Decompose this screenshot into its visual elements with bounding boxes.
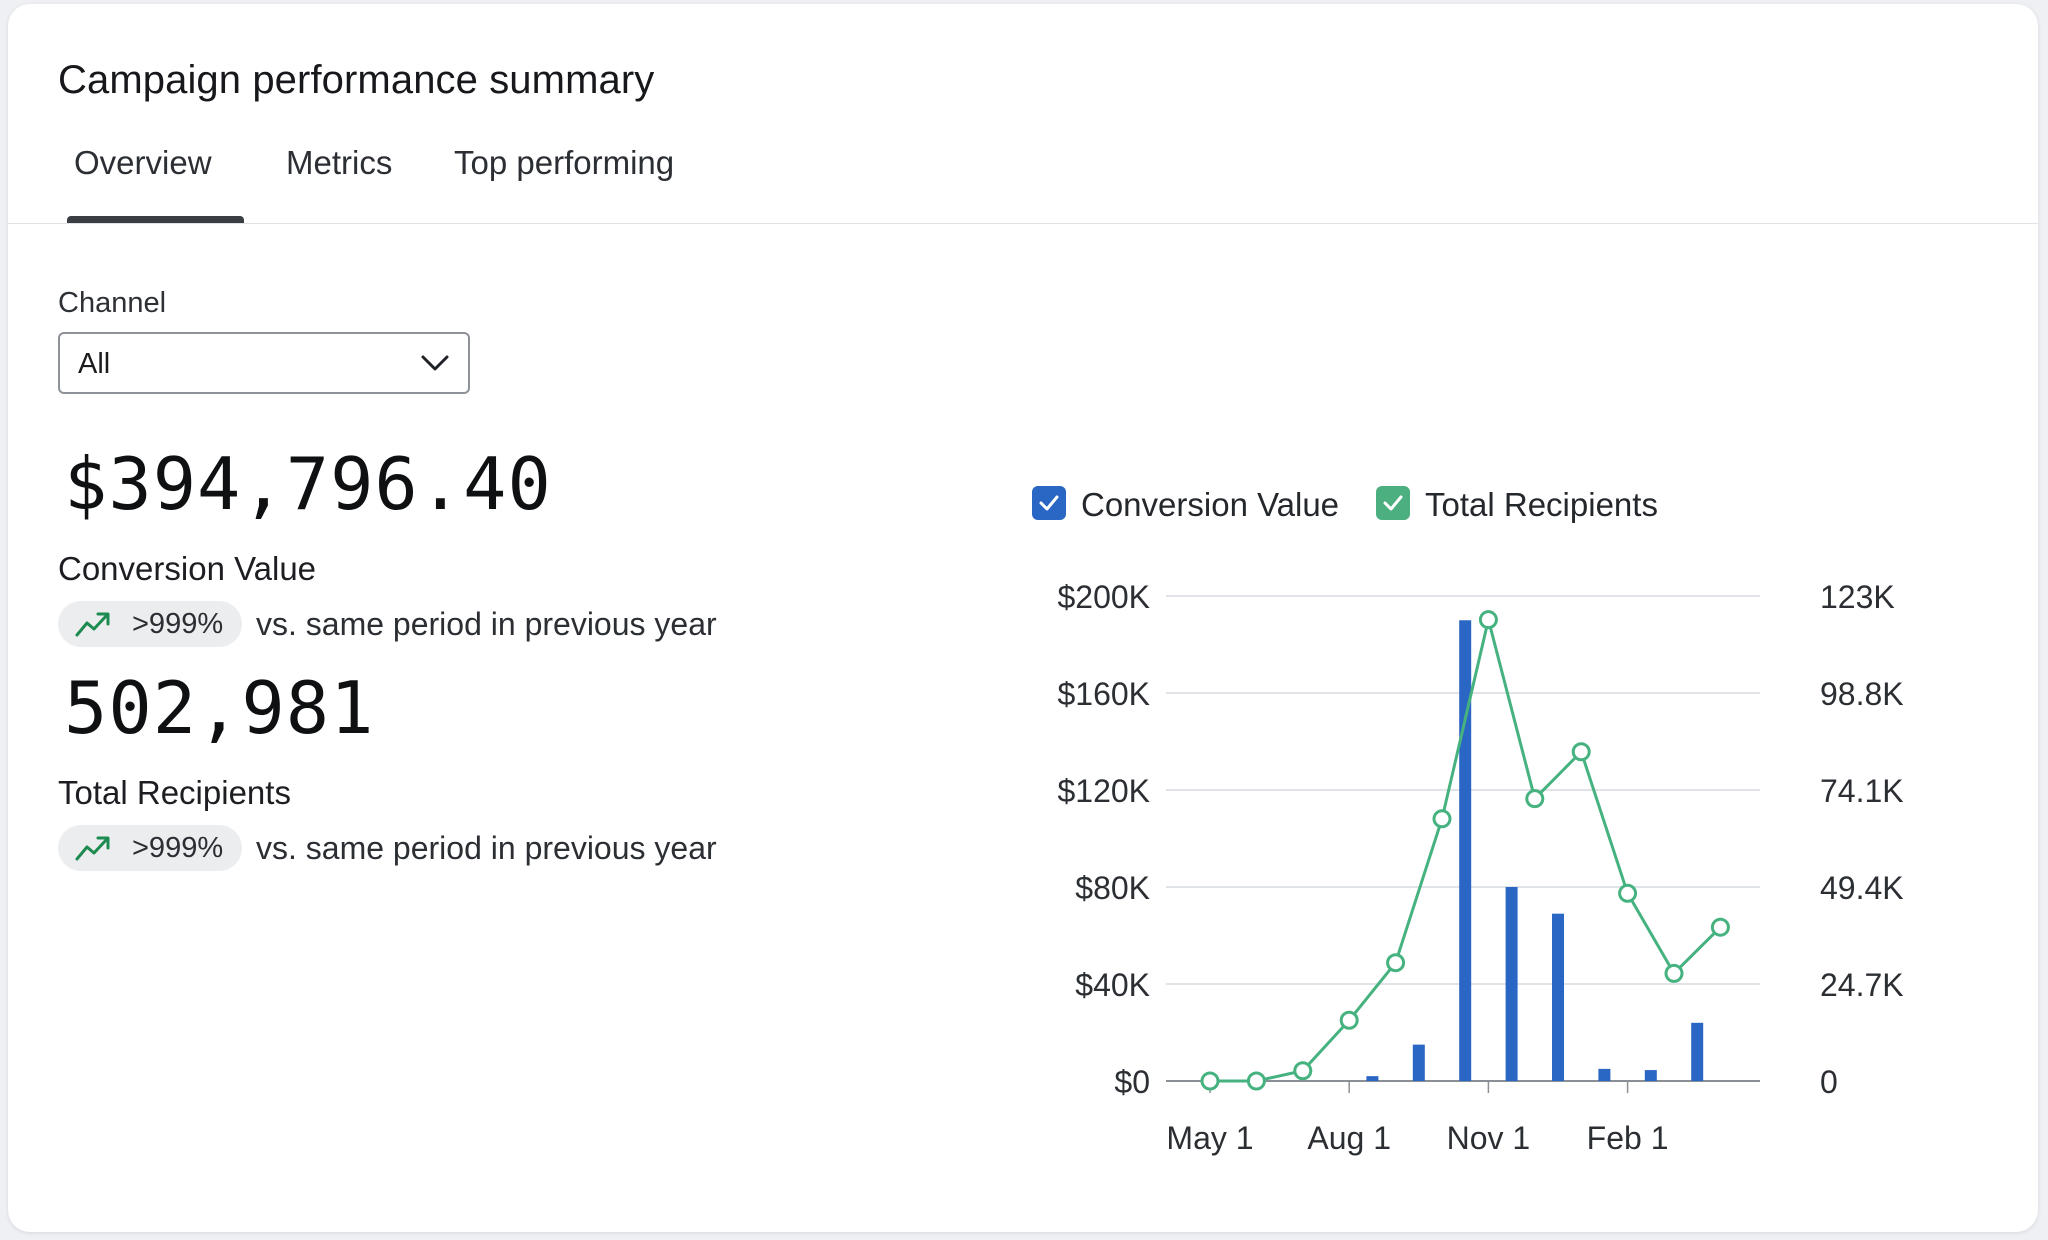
y-left-tick-label: $160K [1057,676,1150,712]
tab-top-performing[interactable]: Top performing [454,144,675,181]
total-recipients-point [1339,1010,1359,1030]
conversion-value-bar [1598,1068,1611,1081]
conversion-value-bar [1366,1076,1379,1081]
active-tab-indicator [67,216,244,224]
left-axis: $0 $40K $80K $120K $160K $200K [1057,579,1150,1100]
channel-select-value: All [78,348,111,380]
page-title: Campaign performance summary [58,58,655,102]
total-recipients-point [1478,610,1498,630]
total-recipients-point [1710,917,1730,937]
x-tick-label: Feb 1 [1587,1120,1669,1156]
total-recipients-point [1386,953,1406,973]
total-recipients-point [1293,1061,1313,1081]
conversion-value-bar [1412,1044,1425,1081]
total-recipients-label: Total Recipients [58,774,291,811]
y-left-tick-label: $80K [1075,870,1150,906]
right-axis: 0 24.7K 49.4K 74.1K 98.8K 123K [1820,579,1904,1100]
conversion-value-bars [1366,620,1704,1081]
total-recipients-amount: 502,981 [64,666,375,750]
tab-overview[interactable]: Overview [74,144,212,181]
x-tick-label: Aug 1 [1307,1120,1391,1156]
conversion-value-bar [1644,1070,1657,1081]
y-left-tick-label: $200K [1057,579,1150,615]
checkbox-checked-icon [1376,486,1410,520]
trending-up-icon [75,612,110,637]
y-left-tick-label: $120K [1057,773,1150,809]
y-right-tick-label: 98.8K [1820,676,1904,712]
channel-label: Channel [58,287,167,319]
legend-label: Total Recipients [1425,486,1658,523]
chevron-down-icon [421,355,449,371]
trending-up-icon [75,836,110,861]
total-recipients-point [1246,1071,1266,1091]
card-footer [56,1194,1918,1232]
tab-metrics[interactable]: Metrics [286,144,393,181]
y-right-tick-label: 123K [1820,579,1895,615]
trend-comparison-text: vs. same period in previous year [256,606,717,642]
trend-percent: >999% [132,608,224,640]
y-right-tick-label: 0 [1820,1064,1838,1100]
total-recipients-point [1525,789,1545,809]
total-recipients-point [1571,742,1591,762]
y-right-tick-label: 24.7K [1820,967,1904,1003]
performance-chart: $0 $40K $80K $120K $160K $200K 0 24.7K 49.4K 74.… [1057,579,1904,1156]
trend-badge: >999% [58,825,242,871]
legend-label: Conversion Value [1081,486,1340,523]
x-tick-label: Nov 1 [1447,1120,1531,1156]
campaign-summary-card: Campaign performance summary Overview Me… [8,4,2038,1232]
total-recipients-point [1618,883,1638,903]
total-recipients-point [1200,1071,1220,1091]
total-recipients-point [1664,963,1684,983]
conversion-value-bar [1691,1022,1704,1081]
conversion-value-label: Conversion Value [58,550,317,587]
y-right-tick-label: 74.1K [1820,773,1904,809]
channel-select[interactable]: All [58,332,470,394]
total-recipients-line [1200,610,1730,1091]
x-tick-label: May 1 [1166,1120,1253,1156]
conversion-value-bar [1505,887,1518,1081]
conversion-value-bar [1552,913,1564,1081]
trend-comparison-text: vs. same period in previous year [256,830,717,866]
conversion-value-bar [1459,620,1472,1081]
trend-percent: >999% [132,832,224,864]
y-left-tick-label: $40K [1075,967,1150,1003]
total-recipients-point [1432,809,1452,829]
conversion-value-amount: $394,796.40 [64,442,552,526]
trend-badge: >999% [58,601,242,647]
y-left-tick-label: $0 [1114,1064,1150,1100]
x-axis: May 1 Aug 1 Nov 1 Feb 1 [1166,1081,1669,1156]
tabs-divider [8,223,2038,224]
checkbox-checked-icon [1032,486,1066,520]
y-right-tick-label: 49.4K [1820,870,1904,906]
